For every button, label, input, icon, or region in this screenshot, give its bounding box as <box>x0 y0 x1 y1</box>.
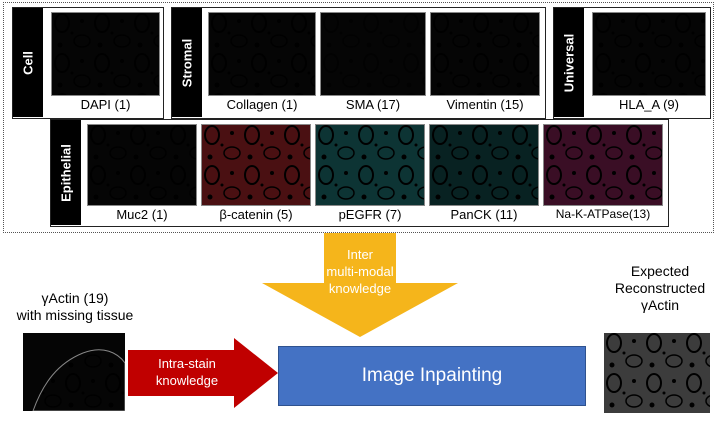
nak-image <box>543 124 663 206</box>
hla-image <box>592 12 706 96</box>
output-caption-line2: Reconstructed <box>614 280 706 296</box>
inter-arrow-line2: multi-modal <box>326 264 394 279</box>
input-caption-line1: γActin (19) <box>41 290 109 306</box>
inter-arrow-line3: knowledge <box>328 281 392 296</box>
catenin-image <box>201 124 311 206</box>
panck-image <box>429 124 539 206</box>
intra-knowledge-arrow <box>128 338 278 408</box>
epithelial-group-tab: Epithelial <box>51 120 81 225</box>
hla-label: HLA_A (9) <box>619 97 679 112</box>
input-caption-line2: with missing tissue <box>16 307 134 323</box>
cell-group-tab: Cell <box>13 8 43 117</box>
output-actin-image <box>604 333 710 413</box>
panck-label: PanCK (11) <box>450 207 518 222</box>
epithelial-group: Epithelial Muc2 (1) β-catenin (5) pEGFR … <box>50 119 669 227</box>
universal-group-tab: Universal <box>554 8 584 117</box>
input-caption: γActin (19) with missing tissue <box>0 290 150 324</box>
sma-label: SMA (17) <box>345 97 401 112</box>
inpainting-label: Image Inpainting <box>361 365 503 386</box>
marker-panel-frame <box>3 2 714 233</box>
intra-arrow-text: Intra-stain knowledge <box>136 355 238 389</box>
vimentin-label: Vimentin (15) <box>446 97 524 112</box>
inter-knowledge-arrow <box>262 233 458 337</box>
catenin-label: β-catenin (5) <box>219 207 293 222</box>
inpainting-box: Image Inpainting <box>278 346 586 406</box>
output-caption-line3: γActin <box>640 297 680 313</box>
sma-image <box>320 12 426 96</box>
nak-label: Na-K-ATPase(13) <box>555 207 651 221</box>
cell-group: Cell DAPI (1) <box>12 7 164 119</box>
output-caption-line1: Expected <box>630 263 690 279</box>
muc2-label: Muc2 (1) <box>116 207 168 222</box>
collagen-label: Collagen (1) <box>226 97 298 112</box>
universal-group-title: Universal <box>561 33 577 92</box>
intra-arrow-line2: knowledge <box>155 373 219 388</box>
cell-group-title: Cell <box>20 50 36 75</box>
inter-arrow-line1: Inter <box>346 247 373 262</box>
muc2-image <box>87 124 197 206</box>
dapi-label: DAPI (1) <box>80 97 131 112</box>
stromal-group-tab: Stromal <box>172 8 202 117</box>
pegfr-label: pEGFR (7) <box>338 207 402 222</box>
collagen-image <box>208 12 316 96</box>
pegfr-image <box>315 124 425 206</box>
stromal-group-title: Stromal <box>179 38 195 87</box>
inter-arrow-text: Inter multi-modal knowledge <box>310 246 410 297</box>
output-caption: Expected Reconstructed γActin <box>600 263 720 314</box>
universal-group: Universal HLA_A (9) <box>553 7 711 119</box>
vimentin-image <box>430 12 540 96</box>
intra-arrow-line1: Intra-stain <box>158 356 216 371</box>
stromal-group: Stromal Collagen (1) SMA (17) Vimentin (… <box>171 7 546 119</box>
dapi-image <box>51 12 160 96</box>
epithelial-group-title: Epithelial <box>58 143 74 202</box>
input-actin-image <box>23 333 125 411</box>
